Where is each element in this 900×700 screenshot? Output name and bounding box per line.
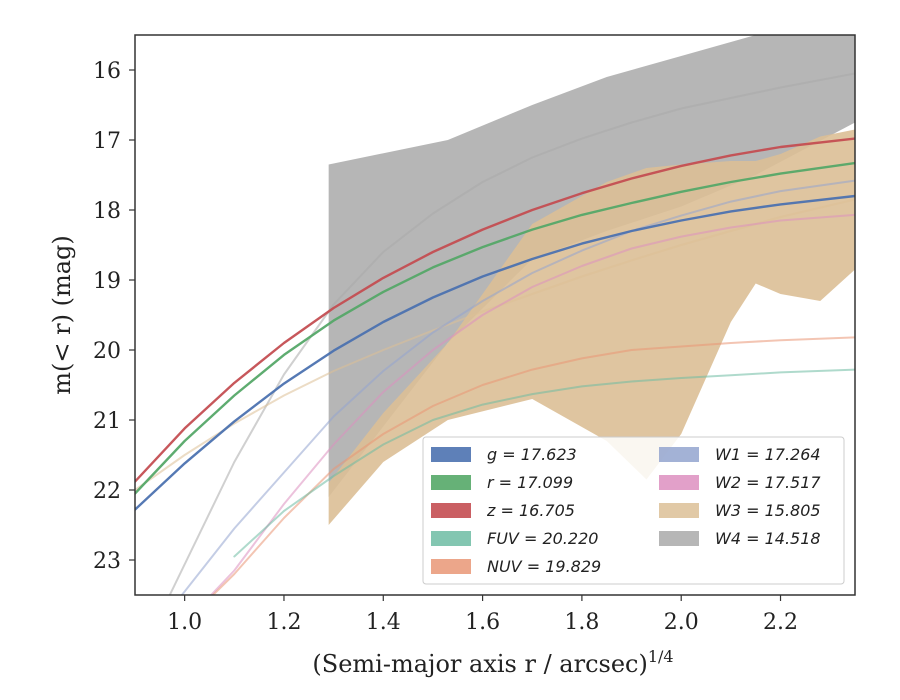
y-axis: 16 17 18 19 20 21 22 23 bbox=[93, 59, 135, 574]
series-line-w2 bbox=[209, 213, 855, 595]
y-tick-label: 21 bbox=[93, 409, 121, 434]
x-tick-label: 1.6 bbox=[465, 610, 500, 635]
legend-label: W3 = 15.805 bbox=[715, 501, 821, 520]
x-tick-label: 2.0 bbox=[664, 610, 699, 635]
y-tick-label: 22 bbox=[93, 479, 121, 504]
series-line-z bbox=[135, 137, 855, 483]
x-tick-label: 1.2 bbox=[266, 610, 301, 635]
legend-label: FUV = 20.220 bbox=[487, 529, 598, 548]
series-line-r bbox=[135, 161, 855, 495]
y-axis-title: m(< r) (mag) bbox=[48, 235, 76, 394]
y-tick-label: 19 bbox=[93, 269, 121, 294]
x-tick-label: 1.8 bbox=[564, 610, 599, 635]
legend-frame bbox=[422, 436, 845, 585]
legend-swatch bbox=[431, 475, 471, 490]
legend-swatch bbox=[659, 531, 699, 546]
series-line-g bbox=[135, 194, 855, 511]
y-tick-label: 18 bbox=[93, 199, 121, 224]
legend-label: NUV = 19.829 bbox=[487, 557, 601, 576]
series-line-w4 bbox=[168, 72, 855, 595]
legend-label: W2 = 17.517 bbox=[715, 473, 821, 492]
legend-label: z = 16.705 bbox=[486, 501, 575, 520]
y-tick-label: 17 bbox=[93, 129, 121, 154]
legend-label: W4 = 14.518 bbox=[715, 529, 821, 548]
legend-swatch bbox=[431, 559, 471, 574]
legend-swatch bbox=[431, 531, 471, 546]
legend-label: r = 17.099 bbox=[487, 473, 573, 492]
legend-label: g = 17.623 bbox=[487, 445, 577, 464]
plot-frame bbox=[134, 34, 856, 596]
x-tick-label: 2.2 bbox=[763, 610, 798, 635]
series-layer bbox=[135, 72, 855, 595]
legend-swatch bbox=[659, 503, 699, 518]
x-axis: 1.0 1.2 1.4 1.6 1.8 2.0 2.2 bbox=[167, 595, 798, 635]
x-axis-title: (Semi-major axis r / arcsec)1/4 bbox=[312, 647, 673, 678]
y-tick-label: 16 bbox=[93, 59, 121, 84]
legend-swatch bbox=[431, 503, 471, 518]
legend-swatch bbox=[659, 475, 699, 490]
legend-swatch bbox=[431, 447, 471, 462]
series-line-w3 bbox=[135, 198, 855, 491]
series-line-w1 bbox=[180, 179, 855, 595]
legend-swatch bbox=[659, 447, 699, 462]
x-tick-label: 1.0 bbox=[167, 610, 202, 635]
legend: g = 17.623 r = 17.099 z = 16.705 FUV = 20.2… bbox=[422, 436, 845, 585]
series-line-fuv bbox=[233, 368, 855, 558]
legend-label: W1 = 17.264 bbox=[715, 445, 821, 464]
y-tick-label: 23 bbox=[93, 549, 121, 574]
series-line-nuv bbox=[211, 336, 855, 595]
y-tick-label: 20 bbox=[93, 339, 121, 364]
x-tick-label: 1.4 bbox=[366, 610, 401, 635]
band-w4 bbox=[328, 35, 855, 497]
